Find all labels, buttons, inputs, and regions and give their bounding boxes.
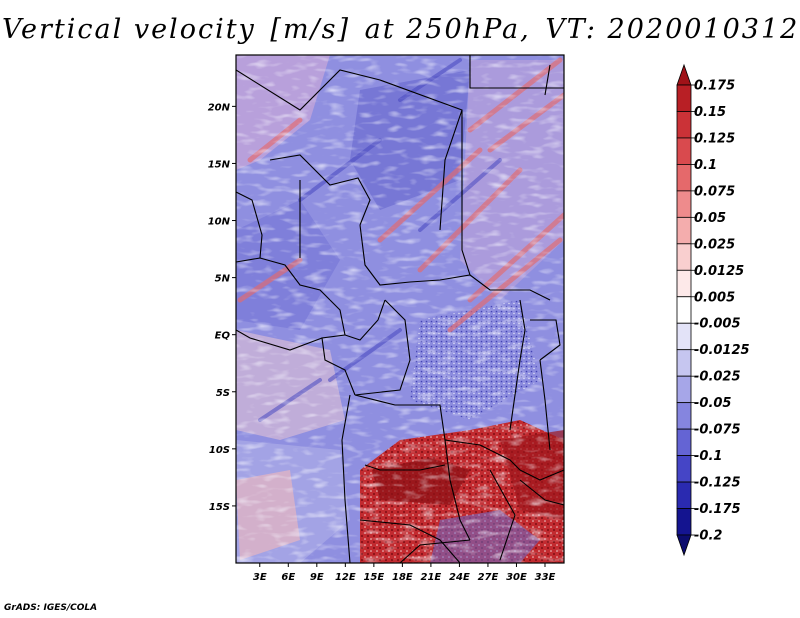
colorbar-label: 0.025: [694, 237, 735, 252]
colorbar-bin: [676, 164, 692, 192]
colorbar-label: -0.2: [694, 529, 722, 544]
colorbar-bin: [676, 481, 692, 509]
lon-label: 27E: [478, 572, 499, 583]
title-variable: Vertical velocity: [2, 14, 256, 45]
lat-label: 15S: [209, 502, 230, 513]
colorbar-bin: [676, 111, 692, 139]
title-level: at 250hPa,: [364, 14, 531, 45]
colorbar-label: -0.0125: [694, 343, 750, 358]
lat-label: 10N: [208, 217, 231, 228]
lon-label: 9E: [310, 572, 324, 583]
lat-label: 15N: [208, 159, 231, 170]
colorbar-min-arrow: [676, 534, 692, 557]
colorbar-bin: [676, 216, 692, 245]
colorbar-bin: [676, 190, 692, 218]
lon-label: 15E: [363, 572, 384, 583]
colorbar-bin: [676, 269, 692, 298]
colorbar-label: 0.15: [694, 105, 726, 120]
colorbar-bin: [676, 349, 692, 377]
colorbar: 0.175 0.15 0.125 0.1 0.075 0.05 0.025 0.0125 0.0…: [676, 63, 750, 557]
colorbar-label: 0.1: [694, 158, 717, 173]
title-valid-time: VT: 2020010312: [545, 14, 800, 45]
lon-label: 21E: [421, 572, 442, 583]
chart-title: Vertical velocity [m/s] at 250hPa, VT: 2…: [0, 14, 800, 45]
colorbar-label: -0.05: [694, 396, 731, 411]
lon-label: 3E: [253, 572, 267, 583]
lat-label: EQ: [215, 331, 231, 342]
colorbar-label: -0.175: [694, 502, 741, 517]
colorbar-label: -0.125: [694, 476, 741, 491]
colorbar-bin: [676, 243, 692, 271]
field-layer: [236, 55, 564, 563]
longitude-axis: 3E 6E 9E 12E 15E 18E 21E 24E 27E 30E 33E: [253, 563, 556, 583]
colorbar-label: 0.05: [694, 211, 726, 226]
map-frame: [235, 54, 565, 564]
country-borders: [236, 55, 564, 563]
colorbar-label: 0.005: [694, 290, 735, 305]
colorbar-bin: [676, 402, 692, 430]
colorbar-bin: [676, 508, 692, 536]
lon-label: 12E: [335, 572, 356, 583]
colorbar-bin: [676, 137, 692, 165]
colorbar-label: 0.125: [694, 131, 735, 146]
lon-label: 30E: [506, 572, 527, 583]
colorbar-max-arrow: [676, 63, 692, 86]
colorbar-bin: [676, 428, 692, 456]
lat-label: 10S: [209, 445, 230, 456]
colorbar-bin: [676, 84, 692, 112]
lat-label: 5S: [216, 388, 230, 399]
lon-label: 33E: [535, 572, 556, 583]
lon-label: 6E: [281, 572, 295, 583]
colorbar-label: 0.175: [694, 79, 735, 94]
colorbar-bin: [676, 322, 692, 351]
colorbar-label: -0.075: [694, 423, 741, 438]
colorbar-label: 0.075: [694, 184, 735, 199]
colorbar-label: -0.005: [694, 317, 741, 332]
colorbar-bin: [676, 455, 692, 483]
lat-label: 20N: [208, 102, 231, 113]
latitude-axis: 20N 15N 10N 5N EQ 5S 10S 15S: [208, 102, 236, 513]
lat-label: 5N: [215, 274, 231, 285]
colorbar-label: -0.025: [694, 370, 741, 385]
lon-label: 24E: [449, 572, 470, 583]
colorbar-bin: [676, 375, 692, 404]
lon-label: 18E: [392, 572, 413, 583]
colorbar-label: -0.1: [694, 449, 722, 464]
colorbar-bin: [676, 296, 692, 324]
grads-credit: GrADS: IGES/COLA: [4, 603, 98, 613]
title-units: [m/s]: [270, 14, 351, 45]
colorbar-label: 0.0125: [694, 264, 744, 279]
